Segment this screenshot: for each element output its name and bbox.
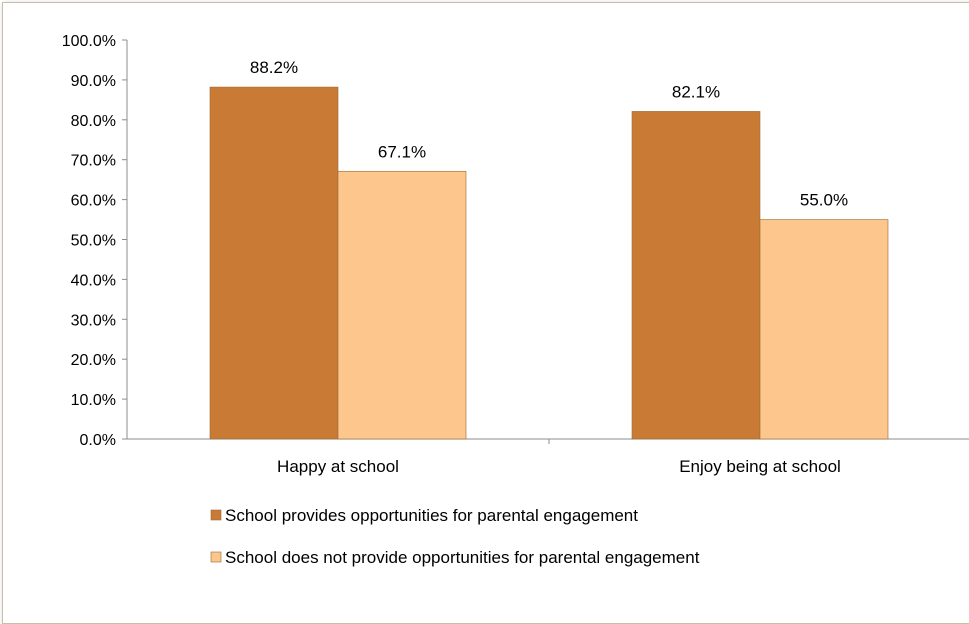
y-tick-label: 70.0% [71, 153, 116, 170]
data-label: 55.0% [800, 191, 848, 210]
y-tick-label: 90.0% [71, 73, 116, 90]
x-category-label: Happy at school [277, 457, 399, 476]
data-label: 88.2% [250, 58, 298, 77]
legend: School provides opportunities for parent… [210, 506, 700, 567]
y-tick-label: 60.0% [71, 193, 116, 210]
y-tick-label: 100.0% [62, 33, 116, 50]
bar [631, 111, 761, 440]
bar [337, 170, 467, 440]
data-label: 67.1% [378, 142, 426, 161]
x-category-label: Enjoy being at school [679, 457, 841, 476]
axes: 0.0% 10.0% 20.0% 30.0% 40.0% 50.0% 60.0% 70.0% 8… [62, 33, 969, 449]
y-tick-label: 10.0% [71, 392, 116, 409]
y-tick-label: 80.0% [71, 113, 116, 130]
y-tick-label: 50.0% [71, 233, 116, 250]
y-tick-label: 20.0% [71, 352, 116, 369]
legend-swatch [210, 509, 222, 521]
legend-swatch [210, 551, 222, 563]
legend-label: School provides opportunities for parent… [225, 506, 638, 525]
legend-label: School does not provide opportunities fo… [225, 548, 700, 567]
labels: 88.2% 67.1% Happy at school 82.1% 55.0% Enjoy… [250, 58, 848, 476]
bar-chart: 0.0% 10.0% 20.0% 30.0% 40.0% 50.0% 60.0% 70.0% 8… [62, 33, 969, 567]
y-tick-label: 30.0% [71, 312, 116, 329]
bar [759, 219, 889, 440]
bar [209, 86, 339, 440]
y-tick-label: 0.0% [80, 432, 116, 449]
data-label: 82.1% [672, 82, 720, 101]
y-tick-label: 40.0% [71, 272, 116, 289]
bars [209, 86, 889, 440]
